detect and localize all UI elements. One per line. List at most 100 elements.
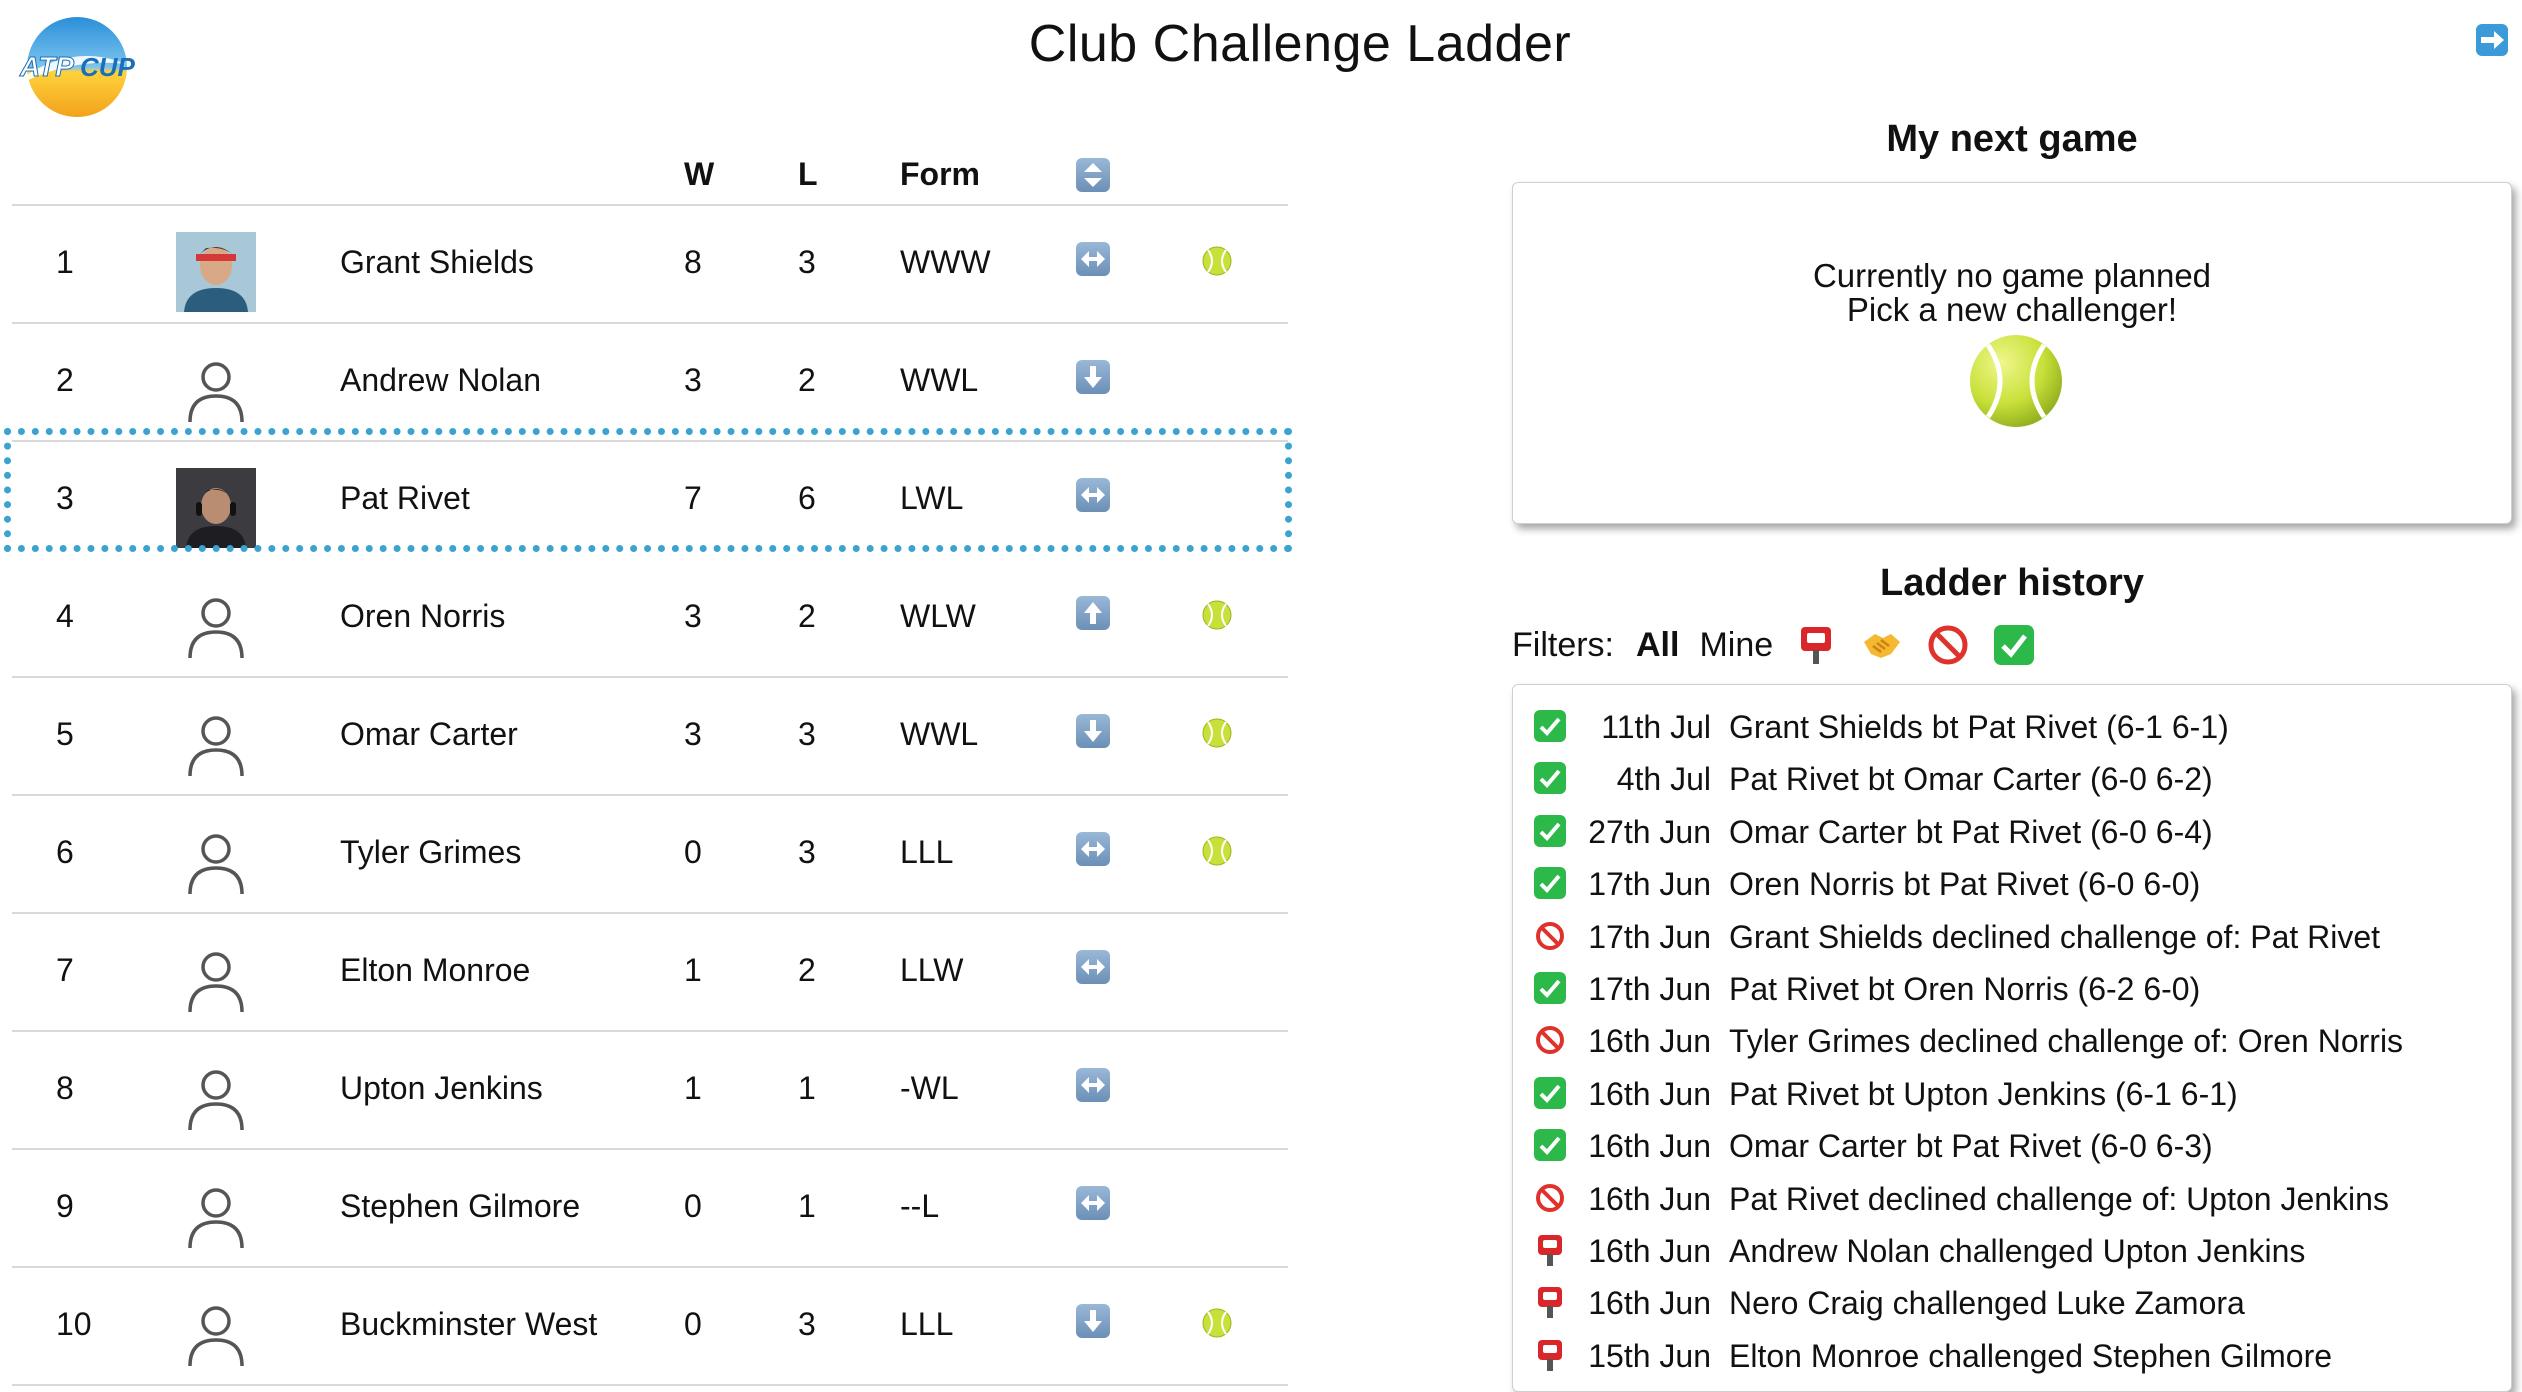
- player-name: Andrew Nolan: [340, 362, 541, 398]
- history-entry: 16th Jun Andrew Nolan challenged Upton Je…: [1513, 1221, 2511, 1273]
- player-wins: 3: [684, 716, 702, 752]
- logout-icon[interactable]: [2474, 22, 2510, 58]
- player-form: WWW: [900, 244, 991, 280]
- ladder-row[interactable]: 1 Grant Shields 8 3 WWW: [12, 206, 1288, 324]
- history-text: Omar Carter bt Pat Rivet (6-0 6-4): [1729, 813, 2213, 850]
- logo-text-atp: ATP: [19, 51, 74, 82]
- tennis-ball-icon[interactable]: [1202, 836, 1232, 866]
- ladder-row[interactable]: 2 Andrew Nolan 3 2 WWL: [12, 324, 1288, 442]
- player-form: -WL: [900, 1070, 959, 1106]
- tennis-ball-icon[interactable]: [1968, 333, 2064, 429]
- tennis-ball-icon[interactable]: [1202, 246, 1232, 276]
- declined-icon: [1533, 1023, 1567, 1057]
- ladder-row[interactable]: 3 Pat Rivet 7 6 LWL: [12, 442, 1288, 560]
- person-icon: [176, 704, 256, 784]
- up-down-arrow-icon[interactable]: [1076, 158, 1110, 192]
- history-entry: 4th Jul Pat Rivet bt Omar Carter (6-0 6-2…: [1513, 749, 2511, 801]
- history-date: 16th Jun: [1588, 1075, 1711, 1112]
- person-icon: [176, 940, 256, 1020]
- history-date: 17th Jun: [1588, 918, 1711, 955]
- check-mark-icon[interactable]: [1993, 624, 2035, 666]
- ladder-row[interactable]: 10 Buckminster West 0 3 LLL: [12, 1268, 1288, 1386]
- player-rank: 3: [56, 480, 74, 516]
- player-wins: 0: [684, 1188, 702, 1224]
- person-icon: [176, 822, 256, 902]
- ladder-history-heading: Ladder history: [1880, 562, 2144, 604]
- history-date: 17th Jun: [1588, 971, 1711, 1007]
- history-text: Grant Shields declined challenge of: Pat…: [1729, 918, 2381, 955]
- filter-all[interactable]: All: [1636, 625, 1680, 664]
- challenge-flag-icon: [1533, 1233, 1567, 1267]
- player-losses: 3: [798, 244, 816, 280]
- page-title: Club Challenge Ladder: [1028, 15, 1572, 73]
- history-date: 4th Jul: [1616, 761, 1711, 798]
- player-losses: 2: [798, 598, 816, 634]
- player-name: Elton Monroe: [340, 952, 531, 988]
- declined-icon: [1533, 919, 1567, 953]
- column-l-header: L: [798, 156, 818, 192]
- next-game-card: Currently no game planned Pick a new cha…: [1512, 182, 2512, 524]
- player-wins: 7: [684, 480, 702, 516]
- ladder-row[interactable]: 8 Upton Jenkins 1 1 -WL: [12, 1032, 1288, 1150]
- challenge-flag-icon: [1533, 1338, 1567, 1372]
- logo-text-cup: CUP: [80, 52, 136, 82]
- tennis-ball-icon[interactable]: [1202, 718, 1232, 748]
- player-rank: 7: [56, 952, 74, 988]
- history-text: Andrew Nolan challenged Upton Jenkins: [1729, 1233, 2306, 1269]
- player-losses: 1: [798, 1188, 816, 1224]
- player-form: WWL: [900, 362, 979, 398]
- player-rank: 1: [56, 244, 74, 280]
- player-form: LLL: [900, 834, 954, 870]
- left-right-arrow-icon: [1076, 832, 1110, 866]
- person-icon: [176, 1058, 256, 1138]
- player-losses: 1: [798, 1070, 816, 1106]
- history-text: Tyler Grimes declined challenge of: Oren…: [1729, 1023, 2404, 1060]
- next-game-heading: My next game: [1886, 118, 2138, 160]
- player-name: Oren Norris: [340, 598, 506, 634]
- challenge-flag-icon: [1533, 1285, 1567, 1319]
- history-text: Pat Rivet bt Omar Carter (6-0 6-2): [1729, 761, 2213, 798]
- player-wins: 1: [684, 952, 702, 988]
- check-mark-icon: [1533, 814, 1567, 848]
- player-name: Tyler Grimes: [340, 834, 522, 870]
- down-arrow-icon: [1076, 360, 1110, 394]
- ladder-row[interactable]: 7 Elton Monroe 1 2 LLW: [12, 914, 1288, 1032]
- column-form-header: Form: [900, 156, 980, 192]
- player-form: WLW: [900, 598, 976, 634]
- ladder-row[interactable]: 4 Oren Norris 3 2 WLW: [12, 560, 1288, 678]
- history-entry: 17th Jun Pat Rivet bt Oren Norris (6-2 6-…: [1513, 959, 2511, 1011]
- ladder-row[interactable]: 6 Tyler Grimes 0 3 LLL: [12, 796, 1288, 914]
- person-icon: [176, 1294, 256, 1374]
- tennis-ball-icon[interactable]: [1202, 1308, 1232, 1338]
- ladder-table: W L Form 1 Grant Shields 8 3 WWW 2 Andrew Nola…: [12, 150, 1288, 1386]
- player-name: Grant Shields: [340, 244, 534, 280]
- handshake-icon[interactable]: [1861, 624, 1903, 666]
- player-form: --L: [900, 1188, 940, 1224]
- history-entry: 15th Jun Elton Monroe challenged Stephen …: [1513, 1326, 2511, 1378]
- history-date: 16th Jun: [1588, 1023, 1711, 1060]
- history-entry: 17th Jun Oren Norris bt Pat Rivet (6-0 6-…: [1513, 854, 2511, 906]
- left-right-arrow-icon: [1076, 478, 1110, 512]
- history-text: Oren Norris bt Pat Rivet (6-0 6-0): [1729, 866, 2201, 903]
- filters-label: Filters:: [1512, 625, 1614, 664]
- history-entry: 16th Jun Pat Rivet declined challenge of:…: [1513, 1169, 2511, 1221]
- history-filters: Filters: All Mine: [1512, 618, 2059, 672]
- ladder-row[interactable]: 5 Omar Carter 3 3 WWL: [12, 678, 1288, 796]
- ladder-row[interactable]: 9 Stephen Gilmore 0 1 --L: [12, 1150, 1288, 1268]
- history-date: 15th Jun: [1588, 1337, 1711, 1374]
- history-date: 16th Jun: [1588, 1285, 1711, 1322]
- history-text: Pat Rivet declined challenge of: Upton J…: [1729, 1180, 2389, 1217]
- challenge-flag-icon[interactable]: [1795, 624, 1837, 666]
- down-arrow-icon: [1076, 1304, 1110, 1338]
- person-icon: [176, 1176, 256, 1256]
- history-text: Pat Rivet bt Upton Jenkins (6-1 6-1): [1729, 1075, 2238, 1112]
- declined-icon[interactable]: [1927, 624, 1969, 666]
- history-entry: 17th Jun Grant Shields declined challenge…: [1513, 907, 2511, 959]
- player-wins: 0: [684, 834, 702, 870]
- tennis-ball-icon[interactable]: [1202, 600, 1232, 630]
- player-rank: 8: [56, 1070, 74, 1106]
- filter-mine[interactable]: Mine: [1699, 625, 1774, 664]
- history-entry: 27th Jun Omar Carter bt Pat Rivet (6-0 6-…: [1513, 802, 2511, 854]
- history-entry: 16th Jun Tyler Grimes declined challenge …: [1513, 1011, 2511, 1063]
- history-text: Pat Rivet bt Oren Norris (6-2 6-0): [1729, 971, 2201, 1007]
